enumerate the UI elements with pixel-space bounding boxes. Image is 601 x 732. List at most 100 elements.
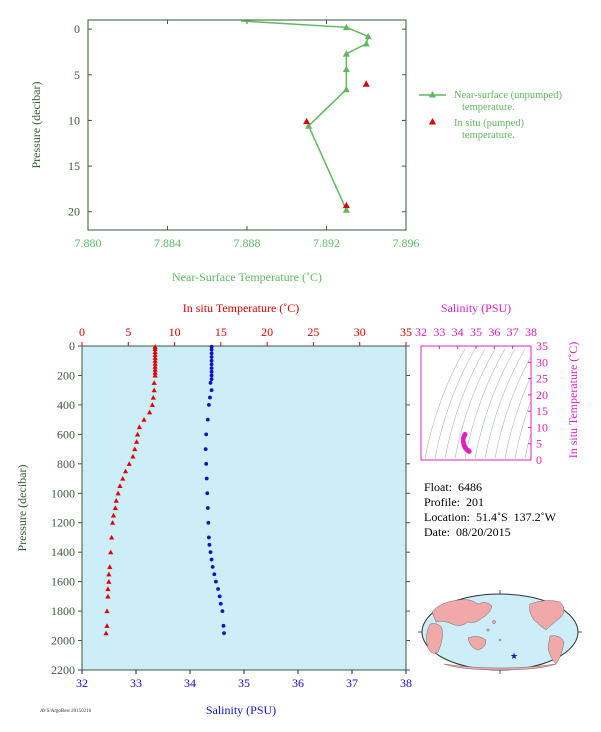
legend-near-surface-line2: temperature. xyxy=(462,102,515,113)
ts-sal-tick-label: 38 xyxy=(525,325,537,339)
in-situ-point xyxy=(342,201,350,209)
temperature-top-ticks: 0 5 10 15 20 25 30 35 xyxy=(79,325,412,346)
temperature-point xyxy=(150,394,156,400)
near-surface-point xyxy=(364,32,372,40)
ts-diagram: 32 33 34 35 36 37 38 0 5 10 15 20 25 30 35 Salinity (… xyxy=(415,301,580,467)
pressure-tick-label: 600 xyxy=(57,427,75,441)
ts-contour-line xyxy=(484,348,526,459)
temperature-point xyxy=(108,549,114,555)
salinity-point xyxy=(209,355,214,359)
footer-id: AVS/ArgoBest 20150216 xyxy=(40,709,92,714)
temperature-point xyxy=(141,417,147,422)
legend-in-situ-line1: In situ (pumped) xyxy=(454,118,524,129)
salinity-point xyxy=(209,377,214,382)
in-situ-point xyxy=(303,117,311,125)
near-surface-point xyxy=(342,206,350,213)
salinity-point xyxy=(208,380,213,385)
ts-contour-line xyxy=(434,348,476,459)
float-location: Location: 51.4˚S 137.2˚W xyxy=(424,510,556,524)
sal-tick-label: 36 xyxy=(292,676,304,690)
salinity-point xyxy=(214,579,218,584)
salinity-point xyxy=(209,347,214,352)
ts-temp-tick-label: 15 xyxy=(536,404,548,418)
salinity-point xyxy=(206,520,211,525)
temperature-point xyxy=(146,409,153,415)
ts-salinity-label: Salinity (PSU) xyxy=(441,301,511,315)
salinity-point xyxy=(209,351,214,356)
profile-y-axis-label: Pressure (decibar) xyxy=(15,465,29,552)
temperature-point xyxy=(105,586,111,592)
sal-tick-label: 37 xyxy=(346,676,358,690)
ts-contour-line xyxy=(424,348,466,459)
ts-sal-tick-label: 37 xyxy=(507,325,519,339)
near-surface-point xyxy=(362,40,370,47)
temperature-point xyxy=(152,352,158,357)
salinity-point xyxy=(209,362,214,367)
ts-sal-tick-label: 34 xyxy=(452,325,464,339)
salinity-point xyxy=(218,601,223,606)
salinity-point xyxy=(209,358,214,363)
salinity-point xyxy=(208,395,212,400)
ts-temp-tick-label: 35 xyxy=(536,339,548,353)
ts-sal-tick-label: 36 xyxy=(488,325,500,339)
sal-tick-label: 33 xyxy=(130,676,142,690)
ts-contour-line xyxy=(474,348,516,459)
y-tick-label: 15 xyxy=(68,159,80,173)
temperature-point xyxy=(130,453,136,459)
y-tick-label: 5 xyxy=(74,68,80,82)
temperature-point xyxy=(105,593,111,599)
temperature-point xyxy=(149,402,155,407)
temperature-point xyxy=(152,361,158,366)
temperature-point xyxy=(107,564,113,569)
y-tick-label: 0 xyxy=(74,22,80,36)
temperature-point xyxy=(134,431,141,437)
sal-tick-label: 38 xyxy=(400,676,412,690)
temperature-point xyxy=(106,571,112,577)
temperature-point xyxy=(122,468,129,474)
salinity-point xyxy=(220,609,225,613)
float-location-star-icon: ★ xyxy=(510,651,518,661)
salinity-point xyxy=(204,432,209,437)
temperature-point xyxy=(152,346,158,352)
near-surface-point xyxy=(342,23,350,31)
profile-number: Profile: 201 xyxy=(424,495,484,509)
ts-temp-tick-label: 30 xyxy=(536,355,548,369)
legend-near-surface-line1: Near-surface (unpumped) xyxy=(454,90,562,101)
temperature-point xyxy=(104,623,110,628)
ts-contour-line xyxy=(514,399,531,459)
ts-marks xyxy=(460,431,472,454)
temp-tick-label: 20 xyxy=(261,325,273,339)
temperature-point xyxy=(109,520,116,525)
temperature-point xyxy=(106,579,112,584)
ts-density-contours xyxy=(424,348,531,459)
near-surface-point xyxy=(342,50,350,57)
salinity-point xyxy=(209,388,214,393)
temperature-point xyxy=(109,534,115,540)
salinity-point xyxy=(210,565,215,569)
pressure-y-ticks: 0 200 400 600 800 1000 1200 1400 1600 1800 2000 220… xyxy=(51,339,410,677)
ts-plot-frame xyxy=(420,345,532,461)
pressure-tick-label: 2200 xyxy=(51,663,75,677)
ts-sal-tick-label: 33 xyxy=(433,325,445,339)
in-situ-point xyxy=(362,80,370,87)
temp-tick-label: 5 xyxy=(125,325,131,339)
near-surface-y-axis-label: Pressure (decibar) xyxy=(29,82,43,169)
y-tick-label: 20 xyxy=(68,205,80,219)
salinity-point xyxy=(209,344,214,349)
world-map: ★ xyxy=(418,590,582,674)
legend-label-near-surface: Near-surface (unpumped) temperature. xyxy=(454,90,565,113)
near-surface-point xyxy=(342,85,350,93)
salinity-point xyxy=(204,476,209,481)
sal-tick-label: 35 xyxy=(238,676,250,690)
salinity-point xyxy=(205,506,210,510)
legend-label-in-situ: In situ (pumped) temperature. xyxy=(454,118,527,141)
near-surface-y-ticks: 0 5 10 15 20 xyxy=(68,22,406,219)
temperature-point xyxy=(152,355,158,360)
salinity-point xyxy=(203,447,208,451)
salinity-point xyxy=(207,542,212,547)
salinity-point xyxy=(207,403,211,407)
legend-triangle-in-situ xyxy=(429,118,436,125)
temperature-point xyxy=(126,461,132,466)
ts-temp-tick-label: 25 xyxy=(536,372,548,386)
